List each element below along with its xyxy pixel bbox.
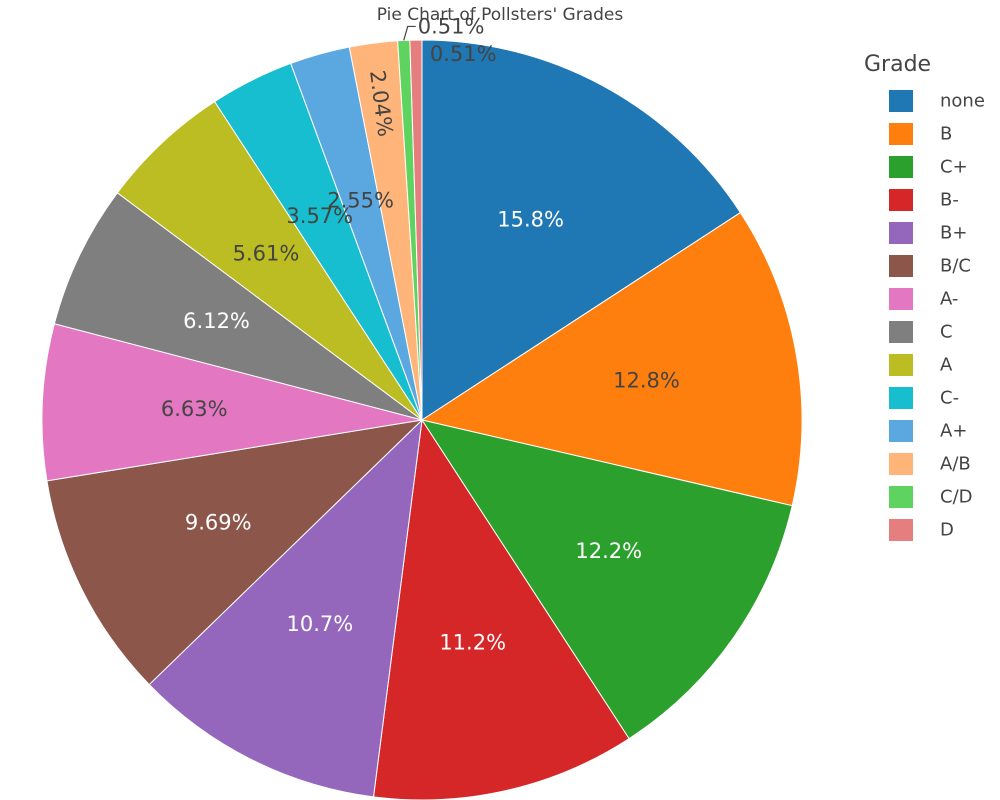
pie-slice-a-minus — [41, 323, 423, 482]
slice-label-leader-line — [403, 25, 416, 41]
legend-swatch-d[interactable] — [889, 519, 913, 541]
pie-slice-c-plus — [420, 419, 793, 740]
legend-label-a-minus[interactable]: A- — [940, 289, 958, 310]
legend-swatch-b[interactable] — [889, 123, 913, 145]
legend-label-c-plus[interactable]: C+ — [940, 157, 968, 178]
legend-label-none[interactable]: none — [940, 91, 985, 112]
slice-value-label: 9.69% — [185, 510, 252, 534]
pie-slice-b-minus — [372, 418, 630, 800]
legend-label-b[interactable]: B — [940, 124, 952, 145]
pie-slices — [41, 39, 803, 800]
slice-value-label: 10.7% — [287, 612, 354, 636]
pie-slice-b-plus — [148, 418, 423, 798]
legend-swatch-none[interactable] — [889, 90, 913, 112]
slice-value-label: 0.51% — [430, 42, 497, 66]
legend-label-d[interactable]: D — [940, 520, 954, 541]
legend-swatch-b-minus[interactable] — [889, 189, 913, 211]
pie-slice-none — [421, 39, 742, 421]
slice-value-label: 12.2% — [575, 539, 642, 563]
pie-slice-c — [53, 192, 423, 421]
legend: Grade none B C+ B- B+ B/C A- CA C- A+ A/B C/D D — [864, 52, 985, 541]
slice-value-label: 3.57% — [286, 204, 353, 228]
slice-value-label: 11.2% — [439, 630, 506, 654]
legend-label-a[interactable]: A — [940, 355, 953, 376]
legend-swatch-c[interactable] — [889, 321, 913, 343]
chart-title: Pie Chart of Pollsters' Grades — [377, 5, 624, 25]
slice-value-label: 12.8% — [613, 368, 680, 392]
pie-slice-labels: 15.8% 12.8% 12.2% 11.2% 10.7% 9.69% 6.63% 6.12%… — [161, 14, 680, 654]
legend-label-a-b[interactable]: A/B — [940, 454, 971, 475]
legend-swatch-c-plus[interactable] — [889, 156, 913, 178]
legend-title: Grade — [864, 52, 931, 77]
legend-swatch-a-b[interactable] — [889, 453, 913, 475]
legend-label-b-plus[interactable]: B+ — [940, 223, 967, 244]
legend-label-c-minus[interactable]: C- — [940, 388, 959, 409]
pie-slice-b — [420, 211, 803, 507]
legend-label-b-c[interactable]: B/C — [940, 256, 971, 277]
slice-value-label: 0.51% — [418, 14, 485, 38]
slice-value-label: 5.61% — [233, 242, 300, 266]
slice-value-label: 6.63% — [161, 397, 228, 421]
slice-value-label: 6.12% — [183, 309, 250, 333]
legend-label-b-minus[interactable]: B- — [940, 190, 959, 211]
legend-swatch-b-c[interactable] — [889, 255, 913, 277]
pie-slice-a — [116, 100, 423, 421]
pie-slice-d — [409, 39, 423, 421]
legend-swatch-a[interactable] — [889, 354, 913, 376]
slice-value-label: 2.55% — [327, 188, 394, 212]
legend-label-a-plus[interactable]: A+ — [940, 421, 967, 442]
legend-label-c-d[interactable]: C/D — [940, 487, 973, 508]
legend-swatch-a-plus[interactable] — [889, 420, 913, 442]
legend-swatch-c-minus[interactable] — [889, 387, 913, 409]
legend-label-c[interactable]: C — [940, 322, 953, 343]
slice-value-label: 15.8% — [497, 208, 564, 232]
legend-swatch-b-plus[interactable] — [889, 222, 913, 244]
legend-swatch-c-d[interactable] — [889, 486, 913, 508]
legend-swatch-a-minus[interactable] — [889, 288, 913, 310]
pie-slice-b-c — [46, 419, 424, 686]
